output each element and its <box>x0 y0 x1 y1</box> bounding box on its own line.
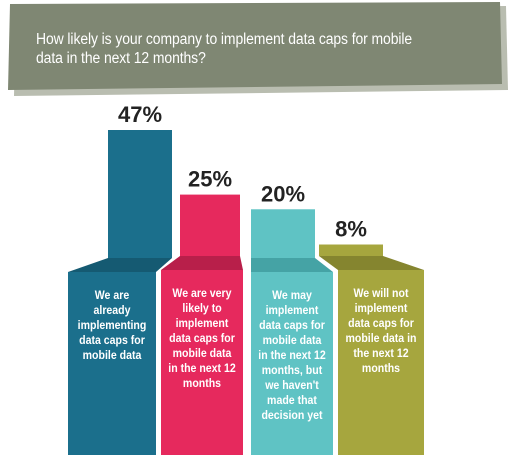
category-label-1: We are already implementing data caps fo… <box>77 288 147 362</box>
category-label-4: We will not implement data caps for mobi… <box>345 286 417 375</box>
value-label-1: 47% <box>118 102 162 127</box>
category-label-2: We are very likely to implement data cap… <box>168 286 236 390</box>
bar-panel-3 <box>251 272 333 455</box>
bar-fold-3 <box>251 258 333 272</box>
value-label-4: 8% <box>335 217 367 242</box>
title-banner-ribbon <box>8 2 502 90</box>
value-label-3: 20% <box>261 181 305 206</box>
bar-2 <box>180 194 240 256</box>
bar-panel-1 <box>68 272 156 455</box>
value-label-2: 25% <box>188 167 232 192</box>
category-label-3: We may implement data caps for mobile da… <box>258 288 326 422</box>
bar-fold-4 <box>319 256 424 270</box>
chart-title: How likely is your company to implement … <box>36 31 413 67</box>
bar-4 <box>319 244 383 256</box>
bar-3 <box>251 209 315 258</box>
bar-fold-2 <box>161 256 243 270</box>
title-banner <box>8 2 508 96</box>
bar-panel-2 <box>161 270 243 455</box>
bar-fold-1 <box>68 258 172 272</box>
bar-panel-4 <box>338 270 424 455</box>
bar-1 <box>108 130 172 258</box>
